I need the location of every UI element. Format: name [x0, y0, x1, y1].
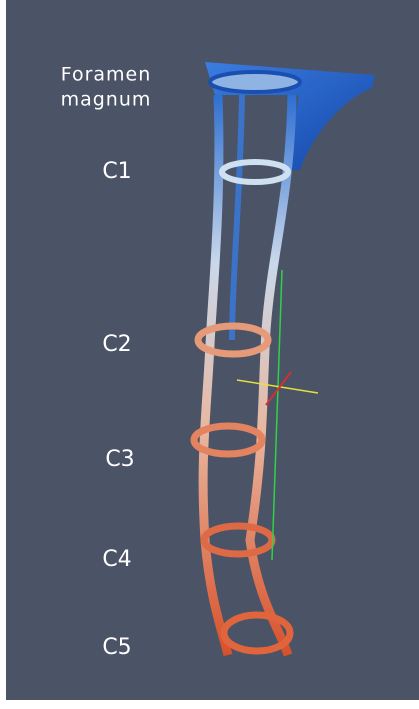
tube-inner — [229, 94, 245, 341]
label: C4 — [102, 547, 131, 572]
ring-c1 — [219, 159, 291, 185]
label: C3 — [105, 447, 134, 472]
axes-widget — [236, 269, 319, 561]
ring-c3 — [190, 422, 266, 458]
spinal-model — [190, 62, 375, 657]
axis-red — [265, 371, 292, 406]
axis-yellow — [236, 379, 319, 394]
label-line: Foramen — [61, 64, 152, 86]
tube-left — [198, 94, 233, 657]
ring-c5 — [220, 611, 294, 655]
label: C1 — [102, 159, 131, 184]
ring-c2 — [194, 322, 272, 358]
label-line: magnum — [61, 89, 152, 111]
tube-right — [245, 94, 297, 657]
foramen-ring — [208, 70, 302, 94]
axis-green — [271, 269, 283, 561]
label: C2 — [102, 332, 131, 357]
label: C5 — [102, 635, 131, 660]
